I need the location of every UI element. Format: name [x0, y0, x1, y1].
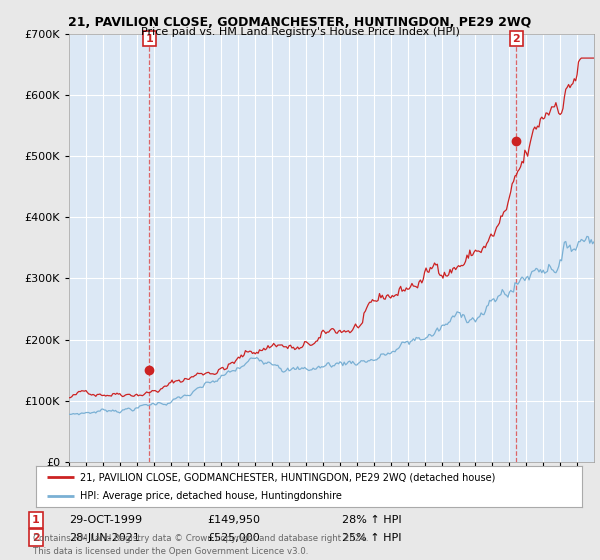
Text: 1: 1 [32, 515, 40, 525]
Text: £149,950: £149,950 [207, 515, 260, 525]
Text: £525,000: £525,000 [207, 533, 260, 543]
Text: 2: 2 [32, 533, 40, 543]
Text: 2: 2 [512, 34, 520, 44]
Text: 28-JUN-2021: 28-JUN-2021 [69, 533, 140, 543]
Text: 1: 1 [146, 34, 154, 44]
Text: Contains HM Land Registry data © Crown copyright and database right 2024.
This d: Contains HM Land Registry data © Crown c… [33, 534, 368, 556]
Text: 21, PAVILION CLOSE, GODMANCHESTER, HUNTINGDON, PE29 2WQ (detached house): 21, PAVILION CLOSE, GODMANCHESTER, HUNTI… [80, 473, 495, 482]
Text: 29-OCT-1999: 29-OCT-1999 [69, 515, 142, 525]
Text: 25% ↑ HPI: 25% ↑ HPI [342, 533, 401, 543]
Text: 28% ↑ HPI: 28% ↑ HPI [342, 515, 401, 525]
Text: HPI: Average price, detached house, Huntingdonshire: HPI: Average price, detached house, Hunt… [80, 491, 341, 501]
Text: Price paid vs. HM Land Registry's House Price Index (HPI): Price paid vs. HM Land Registry's House … [140, 27, 460, 37]
Text: 21, PAVILION CLOSE, GODMANCHESTER, HUNTINGDON, PE29 2WQ: 21, PAVILION CLOSE, GODMANCHESTER, HUNTI… [68, 16, 532, 29]
